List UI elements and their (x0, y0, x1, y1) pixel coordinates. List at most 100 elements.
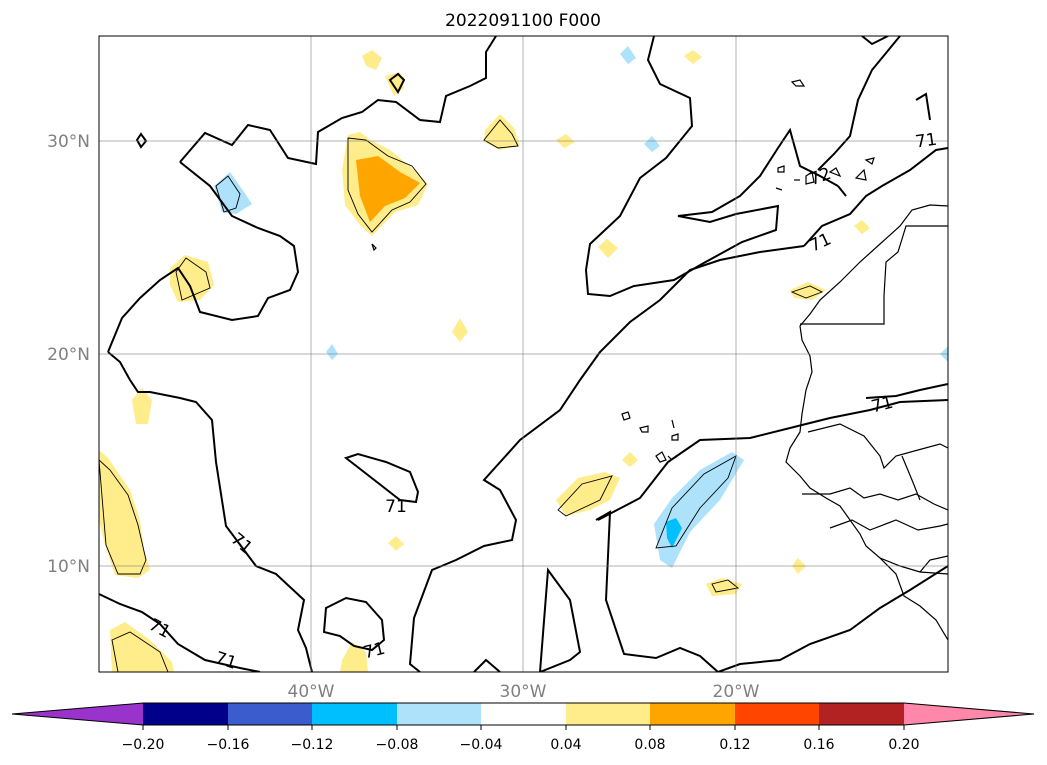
colorbar-tick-label: 0.20 (888, 737, 919, 753)
map-frame (98, 35, 949, 673)
contour-line (539, 567, 582, 672)
positive-anomaly-patch (556, 472, 620, 516)
island (775, 187, 783, 191)
coastlines (371, 79, 948, 641)
colorbar-segment (481, 703, 566, 725)
positive-anomaly-patch (684, 50, 702, 64)
colorbar-segment (819, 703, 904, 725)
island (671, 419, 675, 429)
island (854, 168, 867, 181)
island (864, 157, 875, 165)
lat-labels: 30°N 20°N 10°N (47, 132, 90, 577)
country-border (800, 225, 948, 325)
contour-line (322, 596, 386, 652)
contour-line (179, 36, 497, 166)
positive-anomaly-patch (99, 450, 150, 578)
country-border (802, 487, 948, 511)
contour-line (107, 351, 313, 672)
island (371, 243, 377, 252)
colorbar: −0.20 −0.16 −0.12 −0.08 −0.04 0.04 0.08 … (11, 702, 1035, 753)
lat-label-30n: 30°N (47, 132, 90, 152)
island (828, 167, 842, 178)
lat-label-20n: 20°N (47, 345, 90, 365)
colorbar-tick-label: 0.04 (550, 737, 581, 753)
colorbar-segment (143, 703, 228, 725)
contour-line (595, 510, 719, 672)
colorbar-extend-under (12, 703, 143, 725)
strong-positive-anomaly-patch (356, 156, 420, 222)
colorbar-tick-label: 0.16 (803, 737, 834, 753)
positive-anomaly-patch (170, 255, 214, 302)
positive-anomaly-patch (854, 220, 870, 234)
country-border (829, 519, 948, 531)
country-border (919, 555, 948, 573)
map-panel: 71 72 71 71 71 71 71 71 71 (99, 36, 948, 674)
colorbar-tick-label: −0.08 (376, 737, 419, 753)
colorbar-segment (228, 703, 312, 725)
positive-anomaly-patch (362, 50, 382, 70)
gridlines (99, 36, 948, 672)
colorbar-segment (650, 703, 735, 725)
contour-line (473, 658, 501, 672)
contour-line (861, 36, 889, 46)
contour-line (408, 245, 805, 672)
lon-labels: 40°W 30°W 20°W (288, 682, 760, 702)
contour-line (99, 593, 261, 672)
colorbar-tick-label: 0.12 (719, 737, 750, 753)
contour-line (388, 72, 406, 94)
positive-anomaly-patch (706, 578, 742, 596)
positive-anomaly-patch (598, 239, 618, 258)
island (667, 455, 673, 461)
negative-anomaly-patch (326, 344, 338, 360)
country-border (901, 455, 921, 501)
anomaly-outlines (99, 119, 824, 672)
positive-anomaly-patch (388, 536, 404, 551)
negative-anomaly-patch (620, 46, 636, 64)
colorbar-tick-label: −0.12 (291, 737, 334, 753)
contour-label: 71 (385, 497, 407, 517)
contour-label: 71 (212, 648, 239, 674)
island (671, 433, 679, 441)
anomaly-fills (99, 46, 948, 672)
positive-anomaly-patch (452, 318, 468, 342)
country-border (879, 557, 948, 641)
positive-anomaly-patch (622, 452, 638, 467)
contour-line (803, 147, 948, 247)
contour-line (597, 399, 948, 521)
africa-coastline (785, 204, 948, 575)
lat-label-10n: 10°N (47, 557, 90, 577)
map-title: 2022091100 F000 (445, 11, 601, 31)
positive-anomaly-patch (790, 282, 826, 300)
lon-label-30w: 30°W (500, 682, 547, 702)
positive-anomaly-patch (340, 642, 368, 672)
colorbar-tick-label: −0.16 (207, 737, 250, 753)
contour-label: 71 (914, 130, 938, 153)
colorbar-extend-over (904, 703, 1034, 725)
island (655, 451, 667, 463)
strong-negative-anomaly-patch (666, 518, 682, 548)
contour-line (915, 92, 931, 121)
negative-anomaly-patch (644, 136, 660, 152)
colorbar-segment (312, 703, 397, 725)
contour-line (343, 452, 420, 504)
island (805, 171, 815, 185)
island (777, 165, 785, 173)
lon-label-40w: 40°W (288, 682, 335, 702)
contour-line (865, 383, 948, 399)
contour-line (107, 161, 300, 353)
island (790, 79, 806, 87)
colorbar-segment (397, 703, 481, 725)
colorbar-segment (735, 703, 819, 725)
positive-anomaly-patch (132, 388, 152, 424)
colorbar-tick-label: −0.04 (460, 737, 503, 753)
colorbar-tick-label: 0.08 (634, 737, 665, 753)
island (639, 425, 649, 433)
colorbar-tick-label: −0.20 (122, 737, 165, 753)
island (621, 411, 631, 421)
country-border (807, 423, 948, 470)
contour-line (837, 185, 847, 197)
contour-line (817, 36, 901, 171)
lon-label-20w: 20°W (713, 682, 760, 702)
contour-lines (99, 36, 948, 672)
